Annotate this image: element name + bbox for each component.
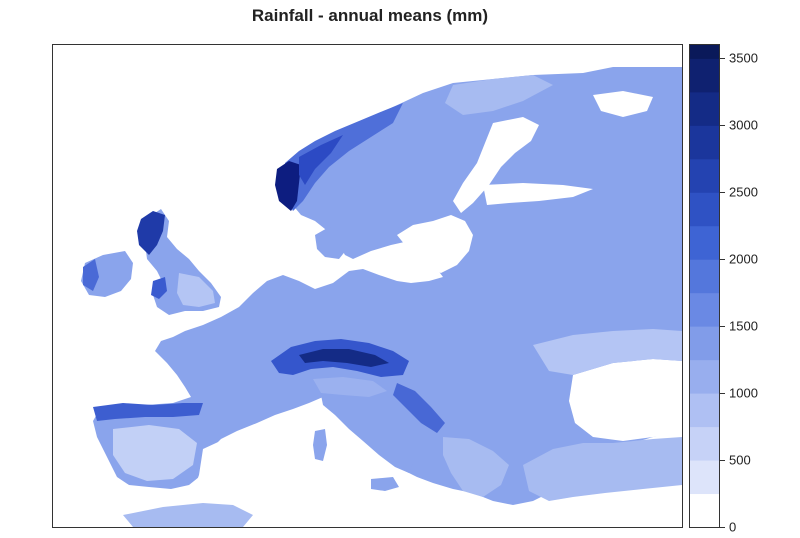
colorbar-bin	[690, 393, 719, 428]
lapland-dry	[445, 75, 553, 115]
england-dry	[177, 273, 215, 307]
colorbar-bin	[690, 58, 719, 93]
anatolia	[523, 437, 682, 501]
colorbar-tick-label: 3500	[729, 50, 758, 66]
colorbar-tick-label: 2500	[729, 184, 758, 200]
norway-coast-wet	[285, 103, 403, 211]
rainfall-map	[52, 44, 683, 528]
steppe-dry	[533, 329, 682, 375]
colorbar-tick-label: 1000	[729, 385, 758, 401]
colorbar-bin	[690, 259, 719, 294]
north-africa	[123, 503, 253, 527]
norway-inner-wet	[299, 135, 343, 185]
baltic-sea	[397, 215, 473, 273]
white-sea	[593, 91, 653, 117]
denmark	[315, 227, 347, 259]
scotland-wet	[137, 211, 165, 255]
colorbar-bin	[690, 359, 719, 394]
colorbar-bin	[690, 292, 719, 327]
colorbar-tick-mark	[719, 58, 725, 60]
colorbar-bin	[690, 225, 719, 260]
continent-land	[93, 67, 682, 505]
colorbar-tick-label: 3000	[729, 117, 758, 133]
caspian-region	[633, 367, 682, 415]
mediterranean-sea	[153, 415, 682, 527]
colorbar-bin	[690, 45, 719, 59]
po-valley	[313, 377, 387, 397]
colorbar-tick-mark	[719, 326, 725, 328]
north-spain-coast	[93, 403, 203, 421]
dinaric-alps	[393, 383, 445, 433]
colorbar-bin	[690, 125, 719, 160]
colorbar-tick-mark	[719, 460, 725, 462]
colorbar-bin	[690, 460, 719, 495]
colorbar-bin	[690, 158, 719, 193]
colorbar-bin	[690, 493, 719, 527]
colorbar-tick-mark	[719, 192, 725, 194]
colorbar-bin	[690, 91, 719, 126]
ireland-west-wet	[83, 259, 99, 291]
colorbar-gradient	[690, 45, 719, 527]
colorbar-tick-label: 1500	[729, 318, 758, 334]
colorbar	[689, 44, 720, 528]
colorbar-bin	[690, 326, 719, 361]
map-title: Rainfall - annual means (mm)	[251, 6, 489, 25]
colorbar-tick-mark	[719, 527, 725, 528]
greece	[443, 437, 509, 497]
norway-fjords-very-wet	[275, 161, 301, 211]
colorbar-tick-label: 2000	[729, 251, 758, 267]
corsica-sardinia	[313, 429, 327, 461]
sicily	[371, 477, 399, 491]
colorbar-tick-mark	[719, 393, 725, 395]
colorbar-tick-label: 500	[729, 452, 751, 468]
colorbar-bin	[690, 426, 719, 461]
colorbar-bin	[690, 192, 719, 227]
colorbar-tick-mark	[719, 125, 725, 127]
wales-wet	[151, 277, 167, 299]
rainfall-raster	[81, 67, 682, 527]
gulf-of-finland	[483, 183, 593, 205]
colorbar-tick-mark	[719, 259, 725, 261]
colorbar-tick-label: 0	[729, 519, 737, 535]
gulf-of-bothnia	[453, 117, 539, 213]
iberia-dry	[113, 425, 197, 481]
alps-very-wet	[299, 349, 389, 367]
italy	[321, 395, 413, 473]
